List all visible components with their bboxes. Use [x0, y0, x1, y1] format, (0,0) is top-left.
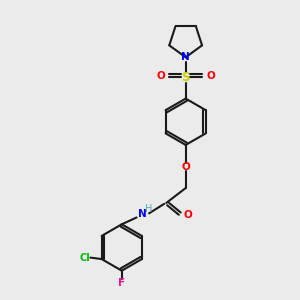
- Text: O: O: [181, 162, 190, 172]
- Text: N: N: [138, 209, 146, 219]
- Text: Cl: Cl: [79, 253, 90, 262]
- Text: O: O: [183, 210, 192, 220]
- Text: F: F: [118, 278, 125, 288]
- Text: O: O: [206, 71, 215, 81]
- Text: O: O: [156, 71, 165, 81]
- Text: S: S: [182, 71, 190, 84]
- Text: H: H: [146, 204, 153, 214]
- Text: N: N: [181, 52, 190, 62]
